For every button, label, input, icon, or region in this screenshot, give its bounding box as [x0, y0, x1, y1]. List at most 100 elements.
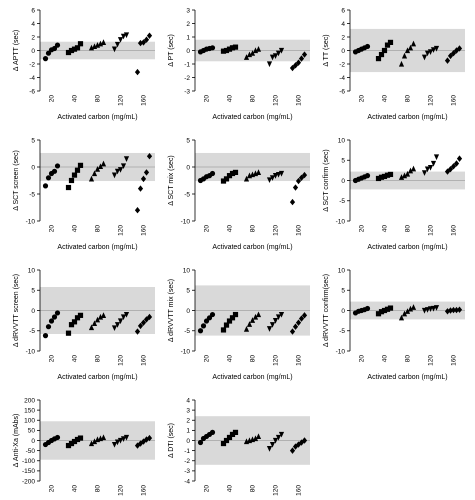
data-point — [220, 178, 227, 184]
data-point — [430, 47, 437, 53]
y-tick-label: 10 — [183, 267, 191, 274]
chart-panel: -10 -5 0 5 10 20 40 80 120 160 Activated carbon (m… — [323, 267, 465, 381]
y-tick-label: 0 — [186, 438, 190, 445]
data-point — [220, 48, 227, 54]
data-point — [243, 54, 250, 60]
data-point — [381, 173, 388, 180]
data-point — [117, 318, 124, 325]
x-tick-label: 20 — [49, 95, 56, 103]
data-point — [114, 439, 121, 446]
data-point — [111, 172, 118, 179]
chart-panel: -10 -5 0 5 10 20 40 80 120 160 Activated carbon (m… — [323, 137, 465, 251]
x-tick-label: 40 — [382, 95, 389, 103]
x-tick-label: 20 — [49, 485, 56, 493]
y-tick-label: -2 — [339, 61, 345, 68]
data-point — [381, 307, 388, 314]
data-point — [51, 168, 58, 174]
y-tick-label: 2 — [31, 34, 35, 41]
data-point — [384, 306, 391, 312]
data-point — [278, 170, 285, 177]
data-point — [450, 306, 457, 314]
data-point — [292, 323, 299, 330]
data-point — [120, 314, 127, 321]
data-point — [447, 307, 454, 314]
data-point — [114, 41, 121, 48]
x-tick-label: 160 — [296, 485, 303, 496]
data-point — [275, 50, 282, 57]
y-tick-label: -2 — [184, 458, 190, 465]
y-tick-label: -2 — [184, 75, 190, 82]
data-point — [146, 434, 153, 442]
data-point — [427, 49, 434, 55]
y-tick-label: 100 — [24, 418, 35, 425]
chart-panel: -10 -5 0 5 20 40 80 120 160 Activated carbon (mg/… — [13, 137, 155, 251]
data-point — [272, 173, 279, 179]
data-point — [74, 315, 81, 321]
data-point — [404, 170, 411, 177]
y-tick-label: 0 — [341, 48, 345, 55]
data-point — [407, 44, 414, 51]
x-axis-label: Activated carbon (mg/mL) — [367, 114, 447, 121]
data-point — [223, 322, 230, 328]
y-axis-label: Δ PT (sec) — [168, 34, 175, 67]
x-tick-label: 160 — [141, 95, 148, 106]
data-point — [74, 167, 81, 173]
y-tick-label: 5 — [341, 288, 345, 295]
data-point — [65, 442, 72, 449]
data-point — [100, 39, 107, 45]
data-point — [232, 44, 239, 50]
data-point — [384, 42, 391, 48]
data-point — [243, 175, 250, 182]
data-point — [117, 167, 124, 173]
data-point — [134, 68, 141, 76]
data-point — [226, 173, 233, 179]
data-point — [134, 328, 141, 335]
data-point — [114, 322, 121, 328]
data-point — [456, 306, 463, 313]
data-point — [301, 51, 308, 58]
data-point — [209, 311, 216, 318]
data-point — [301, 171, 308, 179]
y-tick-label: 4 — [186, 397, 190, 404]
x-tick-label: 160 — [451, 95, 458, 106]
data-point — [407, 167, 414, 174]
data-point — [68, 177, 75, 184]
data-point — [117, 437, 124, 444]
x-tick-label: 20 — [204, 95, 211, 103]
data-point — [301, 437, 308, 444]
y-tick-label: -50 — [26, 448, 36, 455]
data-point — [275, 314, 282, 321]
data-point — [220, 327, 227, 333]
data-point — [134, 207, 141, 214]
data-point — [269, 441, 276, 448]
data-point — [272, 437, 279, 444]
x-tick-label: 80 — [250, 485, 257, 493]
x-tick-label: 120 — [118, 95, 125, 106]
data-point — [140, 319, 147, 326]
x-tick-label: 120 — [273, 485, 280, 496]
data-point — [143, 169, 150, 176]
data-point — [255, 169, 262, 175]
data-point — [88, 440, 95, 447]
y-tick-label: 0 — [31, 438, 35, 445]
data-point — [289, 328, 296, 335]
x-tick-label: 40 — [382, 225, 389, 233]
data-point — [378, 309, 385, 315]
y-tick-label: 10 — [28, 267, 36, 274]
y-tick-label: -5 — [339, 328, 345, 335]
data-point — [398, 60, 405, 67]
x-tick-label: 160 — [141, 355, 148, 366]
x-tick-label: 160 — [296, 95, 303, 106]
chart-panel: -10 -5 0 5 20 40 80 120 160 Activated carbon (mg/… — [168, 137, 310, 251]
data-point — [42, 333, 49, 339]
data-point — [88, 324, 95, 331]
data-point — [404, 308, 411, 314]
x-axis-label: Activated carbon (mg/mL) — [57, 114, 137, 121]
data-point — [424, 307, 431, 313]
data-point — [42, 183, 49, 189]
x-tick-label: 80 — [405, 95, 412, 103]
x-tick-label: 120 — [428, 355, 435, 366]
y-tick-label: 0 — [31, 308, 35, 315]
data-point — [401, 52, 408, 59]
